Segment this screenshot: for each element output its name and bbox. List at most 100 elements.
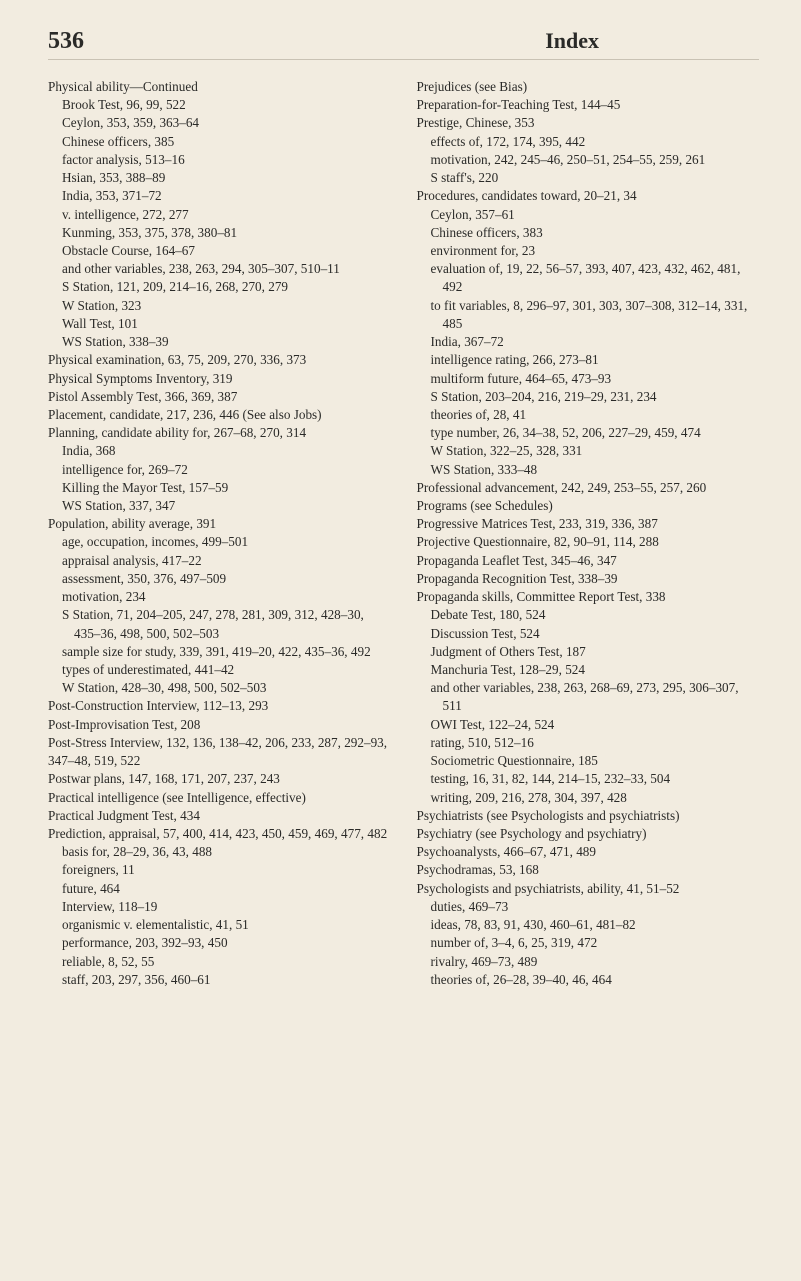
index-entry: Obstacle Course, 164–67 — [62, 242, 391, 260]
index-entry: Projective Questionnaire, 82, 90–91, 114… — [417, 533, 760, 551]
index-entry: Postwar plans, 147, 168, 171, 207, 237, … — [48, 770, 391, 788]
index-entry: Professional advancement, 242, 249, 253–… — [417, 479, 760, 497]
index-entry: Propaganda Leaflet Test, 345–46, 347 — [417, 552, 760, 570]
index-entry: effects of, 172, 174, 395, 442 — [431, 133, 760, 151]
index-entry: S Station, 71, 204–205, 247, 278, 281, 3… — [62, 606, 391, 642]
index-entry: Physical ability—Continued — [48, 78, 391, 96]
index-entry: rivalry, 469–73, 489 — [431, 953, 760, 971]
index-entry: Chinese officers, 383 — [431, 224, 760, 242]
index-entry: Post-Stress Interview, 132, 136, 138–42,… — [48, 734, 391, 770]
page-title: Index — [545, 28, 599, 54]
index-entry: Physical examination, 63, 75, 209, 270, … — [48, 351, 391, 369]
index-entry: WS Station, 333–48 — [431, 461, 760, 479]
index-entry: W Station, 428–30, 498, 500, 502–503 — [62, 679, 391, 697]
page-number: 536 — [48, 28, 84, 55]
index-entry: Sociometric Questionnaire, 185 — [431, 752, 760, 770]
index-entry: Procedures, candidates toward, 20–21, 34 — [417, 187, 760, 205]
index-entry: writing, 209, 216, 278, 304, 397, 428 — [431, 789, 760, 807]
index-entry: theories of, 26–28, 39–40, 46, 464 — [431, 971, 760, 989]
index-entry: Discussion Test, 524 — [431, 625, 760, 643]
index-entry: Ceylon, 353, 359, 363–64 — [62, 114, 391, 132]
index-entry: India, 353, 371–72 — [62, 187, 391, 205]
index-entry: types of underestimated, 441–42 — [62, 661, 391, 679]
index-entry: Post-Construction Interview, 112–13, 293 — [48, 697, 391, 715]
index-entry: motivation, 242, 245–46, 250–51, 254–55,… — [431, 151, 760, 169]
index-entry: WS Station, 337, 347 — [62, 497, 391, 515]
index-entry: motivation, 234 — [62, 588, 391, 606]
index-entry: Practical Judgment Test, 434 — [48, 807, 391, 825]
index-entry: Ceylon, 357–61 — [431, 206, 760, 224]
index-entry: ideas, 78, 83, 91, 430, 460–61, 481–82 — [431, 916, 760, 934]
index-entry: Psychodramas, 53, 168 — [417, 861, 760, 879]
index-entry: Preparation-for-Teaching Test, 144–45 — [417, 96, 760, 114]
index-entry: Post-Improvisation Test, 208 — [48, 716, 391, 734]
index-entry: Debate Test, 180, 524 — [431, 606, 760, 624]
index-entry: Propaganda skills, Committee Report Test… — [417, 588, 760, 606]
index-entry: Planning, candidate ability for, 267–68,… — [48, 424, 391, 442]
index-entry: Hsian, 353, 388–89 — [62, 169, 391, 187]
index-entry: future, 464 — [62, 880, 391, 898]
index-entry: age, occupation, incomes, 499–501 — [62, 533, 391, 551]
left-column: Physical ability—ContinuedBrook Test, 96… — [48, 78, 391, 989]
index-entry: W Station, 323 — [62, 297, 391, 315]
page-header: 536 Index — [48, 28, 759, 60]
index-entry: multiform future, 464–65, 473–93 — [431, 370, 760, 388]
index-columns: Physical ability—ContinuedBrook Test, 96… — [48, 78, 759, 989]
index-entry: v. intelligence, 272, 277 — [62, 206, 391, 224]
index-entry: and other variables, 238, 263, 294, 305–… — [62, 260, 391, 278]
index-entry: W Station, 322–25, 328, 331 — [431, 442, 760, 460]
index-entry: appraisal analysis, 417–22 — [62, 552, 391, 570]
index-entry: Chinese officers, 385 — [62, 133, 391, 151]
index-entry: sample size for study, 339, 391, 419–20,… — [62, 643, 391, 661]
index-entry: performance, 203, 392–93, 450 — [62, 934, 391, 952]
index-entry: Killing the Mayor Test, 157–59 — [62, 479, 391, 497]
index-entry: Wall Test, 101 — [62, 315, 391, 333]
index-entry: Prediction, appraisal, 57, 400, 414, 423… — [48, 825, 391, 843]
index-entry: Population, ability average, 391 — [48, 515, 391, 533]
index-entry: reliable, 8, 52, 55 — [62, 953, 391, 971]
index-entry: organismic v. elementalistic, 41, 51 — [62, 916, 391, 934]
index-entry: number of, 3–4, 6, 25, 319, 472 — [431, 934, 760, 952]
index-entry: staff, 203, 297, 356, 460–61 — [62, 971, 391, 989]
index-entry: S Station, 203–204, 216, 219–29, 231, 23… — [431, 388, 760, 406]
index-entry: Physical Symptoms Inventory, 319 — [48, 370, 391, 388]
index-entry: evaluation of, 19, 22, 56–57, 393, 407, … — [431, 260, 760, 296]
index-entry: Programs (see Schedules) — [417, 497, 760, 515]
index-entry: foreigners, 11 — [62, 861, 391, 879]
index-entry: S Station, 121, 209, 214–16, 268, 270, 2… — [62, 278, 391, 296]
index-entry: intelligence rating, 266, 273–81 — [431, 351, 760, 369]
index-entry: Interview, 118–19 — [62, 898, 391, 916]
index-entry: Psychiatry (see Psychology and psychiatr… — [417, 825, 760, 843]
index-entry: to fit variables, 8, 296–97, 301, 303, 3… — [431, 297, 760, 333]
index-entry: India, 367–72 — [431, 333, 760, 351]
index-entry: theories of, 28, 41 — [431, 406, 760, 424]
index-entry: Practical intelligence (see Intelligence… — [48, 789, 391, 807]
index-entry: and other variables, 238, 263, 268–69, 2… — [431, 679, 760, 715]
index-entry: basis for, 28–29, 36, 43, 488 — [62, 843, 391, 861]
index-entry: Judgment of Others Test, 187 — [431, 643, 760, 661]
index-entry: WS Station, 338–39 — [62, 333, 391, 351]
index-entry: Psychologists and psychiatrists, ability… — [417, 880, 760, 898]
index-entry: S staff's, 220 — [431, 169, 760, 187]
index-entry: Prestige, Chinese, 353 — [417, 114, 760, 132]
index-entry: Manchuria Test, 128–29, 524 — [431, 661, 760, 679]
index-entry: duties, 469–73 — [431, 898, 760, 916]
index-entry: Placement, candidate, 217, 236, 446 (See… — [48, 406, 391, 424]
index-entry: rating, 510, 512–16 — [431, 734, 760, 752]
index-entry: OWI Test, 122–24, 524 — [431, 716, 760, 734]
index-entry: Kunming, 353, 375, 378, 380–81 — [62, 224, 391, 242]
index-entry: assessment, 350, 376, 497–509 — [62, 570, 391, 588]
index-entry: factor analysis, 513–16 — [62, 151, 391, 169]
index-entry: Brook Test, 96, 99, 522 — [62, 96, 391, 114]
right-column: Prejudices (see Bias)Preparation-for-Tea… — [417, 78, 760, 989]
index-entry: intelligence for, 269–72 — [62, 461, 391, 479]
index-entry: environment for, 23 — [431, 242, 760, 260]
index-entry: Progressive Matrices Test, 233, 319, 336… — [417, 515, 760, 533]
index-entry: India, 368 — [62, 442, 391, 460]
index-entry: Psychiatrists (see Psychologists and psy… — [417, 807, 760, 825]
index-entry: Psychoanalysts, 466–67, 471, 489 — [417, 843, 760, 861]
index-entry: testing, 16, 31, 82, 144, 214–15, 232–33… — [431, 770, 760, 788]
index-entry: Propaganda Recognition Test, 338–39 — [417, 570, 760, 588]
index-entry: Pistol Assembly Test, 366, 369, 387 — [48, 388, 391, 406]
index-entry: Prejudices (see Bias) — [417, 78, 760, 96]
